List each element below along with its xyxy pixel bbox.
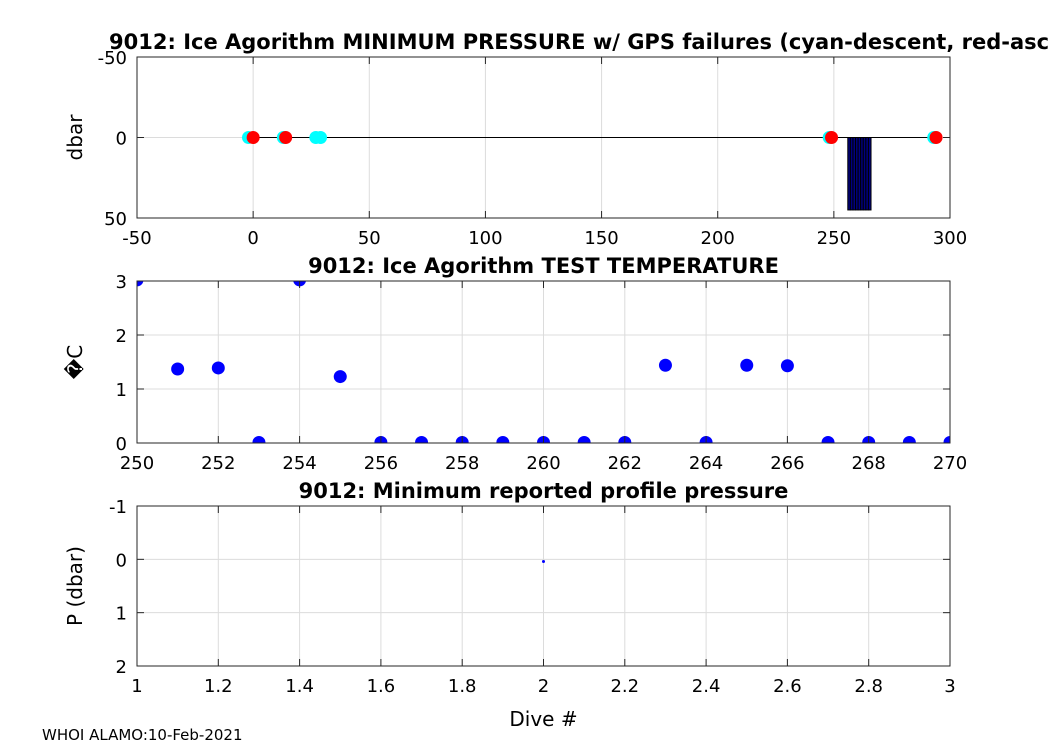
x-tick-label: 0 xyxy=(247,228,258,249)
y-tick-label: 50 xyxy=(104,209,127,230)
x-tick-label: 2.4 xyxy=(692,676,721,697)
footer-stamp: WHOI ALAMO:10-Feb-2021 xyxy=(42,726,243,744)
x-tick-label: 252 xyxy=(201,453,235,474)
panel-2 xyxy=(136,280,951,444)
temperature-point xyxy=(137,281,144,287)
x-tick-label: 100 xyxy=(468,228,502,249)
y-tick-label: 1 xyxy=(116,604,127,625)
x-tick-label: 256 xyxy=(364,453,398,474)
y-tick-label: 0 xyxy=(116,129,127,150)
x-tick-label: 300 xyxy=(933,228,967,249)
temperature-point xyxy=(658,358,672,372)
chart-title: 9012: Minimum reported profile pressure xyxy=(299,479,789,503)
x-tick-label: 1.8 xyxy=(448,676,477,697)
x-tick-label: 2.8 xyxy=(854,676,883,697)
y-tick-label: 2 xyxy=(116,657,127,678)
ascent-point xyxy=(279,131,293,144)
panel-3 xyxy=(136,505,951,667)
descent-point xyxy=(314,131,328,144)
temperature-point xyxy=(171,362,185,376)
x-tick-label: 260 xyxy=(526,453,560,474)
temperature-point xyxy=(211,361,225,375)
y-tick-label: -1 xyxy=(109,497,127,518)
panel-1 xyxy=(136,56,951,219)
x-tick-label: 250 xyxy=(817,228,851,249)
x-tick-label: 258 xyxy=(445,453,479,474)
temperature-point xyxy=(577,435,591,443)
x-tick-label: 1 xyxy=(131,676,142,697)
x-tick-label: 268 xyxy=(852,453,886,474)
temperature-point xyxy=(415,435,429,443)
x-tick-label: 250 xyxy=(120,453,154,474)
x-tick-label: 2.6 xyxy=(773,676,802,697)
y-axis-label: �C xyxy=(63,345,87,379)
y-tick-label: 3 xyxy=(116,272,127,293)
temperature-point xyxy=(333,370,347,384)
x-tick-label: 200 xyxy=(701,228,735,249)
x-tick-label: 1.2 xyxy=(204,676,233,697)
min-pressure-point xyxy=(542,559,545,563)
x-axis-label: Dive # xyxy=(509,707,577,731)
x-tick-label: 270 xyxy=(933,453,967,474)
y-axis-label: P (dbar) xyxy=(63,546,87,626)
x-tick-label: 50 xyxy=(358,228,381,249)
data-layer xyxy=(241,131,943,211)
x-tick-label: 1.6 xyxy=(367,676,396,697)
x-tick-label: 150 xyxy=(584,228,618,249)
y-tick-label: 1 xyxy=(116,380,127,401)
x-tick-label: 1.4 xyxy=(285,676,314,697)
y-tick-label: 2 xyxy=(116,326,127,347)
x-tick-label: -50 xyxy=(122,228,151,249)
x-tick-label: 2.2 xyxy=(610,676,639,697)
temperature-point xyxy=(252,435,266,443)
temperature-point xyxy=(902,435,916,443)
data-layer xyxy=(542,559,545,563)
x-tick-label: 3 xyxy=(944,676,955,697)
temperature-point xyxy=(496,435,510,443)
temperature-point xyxy=(780,359,794,373)
temperature-point xyxy=(821,435,835,443)
x-tick-label: 262 xyxy=(608,453,642,474)
y-tick-label: 0 xyxy=(116,550,127,571)
ascent-point xyxy=(929,131,943,144)
bar-mark xyxy=(867,137,872,211)
x-tick-label: 254 xyxy=(282,453,316,474)
ascent-point xyxy=(246,131,260,144)
ascent-point xyxy=(825,131,839,144)
x-tick-label: 266 xyxy=(770,453,804,474)
temperature-point xyxy=(943,435,950,443)
temperature-point xyxy=(740,358,754,372)
chart-title: 9012: Ice Agorithm TEST TEMPERATURE xyxy=(308,254,779,278)
chart-title: 9012: Ice Agorithm MINIMUM PRESSURE w/ G… xyxy=(109,30,1050,54)
y-axis-label: dbar xyxy=(63,114,87,161)
x-tick-label: 2 xyxy=(538,676,549,697)
y-tick-label: 0 xyxy=(116,434,127,455)
y-tick-label: -50 xyxy=(98,48,127,69)
x-tick-label: 264 xyxy=(689,453,723,474)
